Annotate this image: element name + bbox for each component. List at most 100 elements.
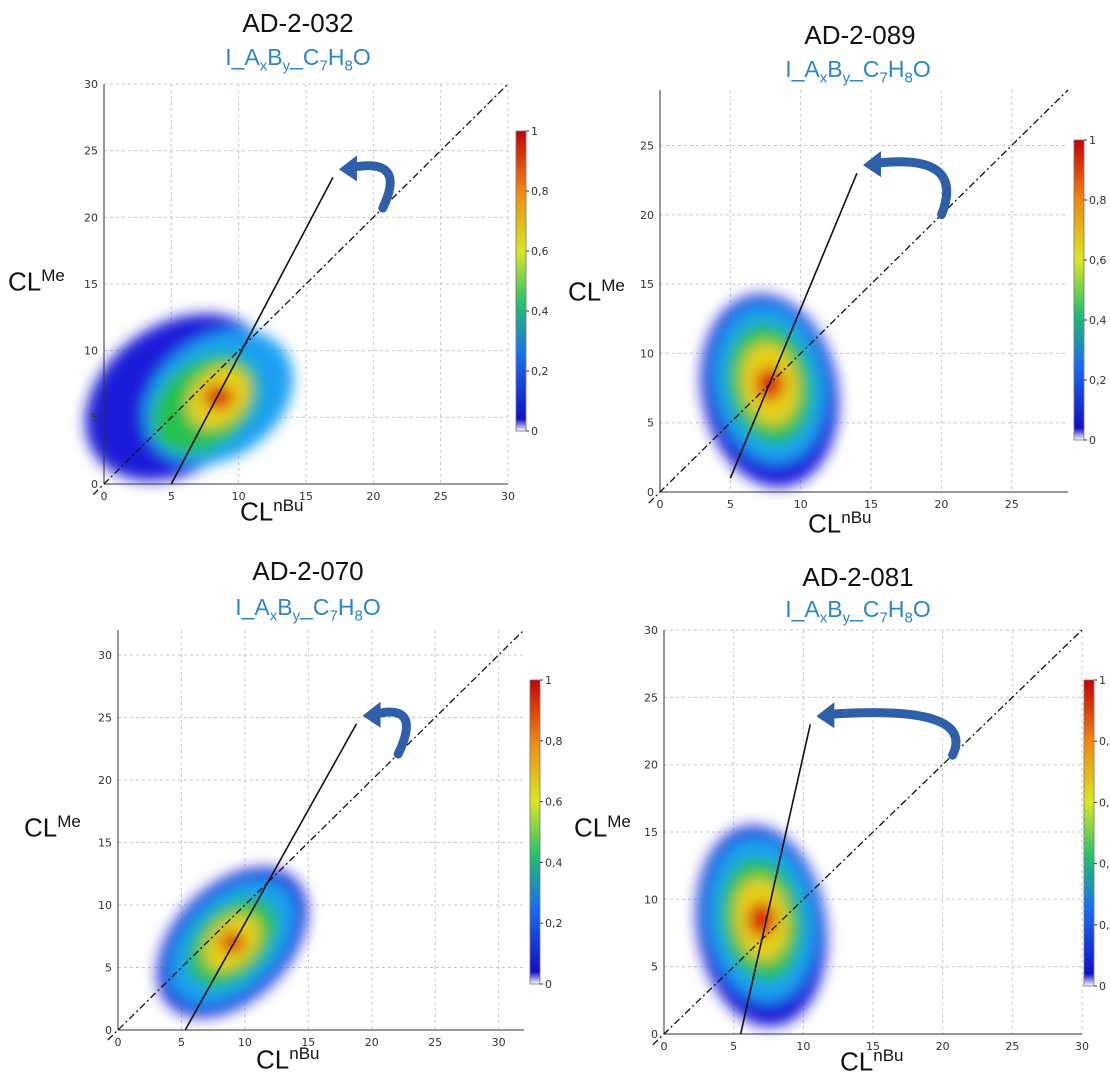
y-axis-label: CLMe: [568, 276, 625, 307]
colorbar-tick-label: 1: [545, 674, 552, 687]
density-level: [741, 342, 799, 426]
density-heatmap: [701, 294, 839, 488]
colorbar-tick-label: 1: [531, 125, 538, 138]
fit-line: [739, 724, 812, 1035]
y-tick-label: 20: [644, 759, 658, 772]
density-heatmap: [696, 825, 827, 1027]
x-tick-label: 5: [727, 498, 734, 511]
rotation-arrow-icon: [816, 702, 961, 760]
arrow-body: [825, 708, 961, 760]
y-tick-label: 30: [84, 78, 98, 91]
density-level: [755, 367, 784, 401]
y-tick-label: 15: [644, 826, 658, 839]
density-level: [706, 836, 817, 1003]
colorbar-tick-label: 0: [545, 978, 552, 991]
rotation-arrow-icon: [338, 155, 395, 213]
arrow-head: [362, 701, 381, 728]
x-tick-label: 20: [936, 1040, 950, 1053]
density-heatmap: [85, 313, 294, 481]
x-tick-label: 25: [434, 490, 448, 503]
density-level: [712, 304, 827, 464]
panel-title: AD-2-089: [804, 20, 916, 50]
x-tick-label: 20: [934, 498, 948, 511]
y-tick-label: 20: [98, 774, 112, 787]
colorbar-tick-label: 0,2: [531, 365, 549, 378]
colorbar-tick-label: 0,6: [1099, 796, 1110, 809]
x-tick-label: 0: [115, 1036, 122, 1049]
density-heatmap: [157, 867, 308, 1018]
x-tick-label: 0: [661, 1040, 668, 1053]
x-tick-label: 10: [794, 498, 808, 511]
arrow-body: [348, 161, 395, 213]
y-tick-label: 5: [105, 962, 112, 975]
panel-subtitle: I_AxBy_C7H8O: [785, 596, 931, 627]
density-level: [219, 932, 245, 953]
colorbar-tick-label: 1: [1089, 134, 1096, 147]
density-level: [151, 353, 259, 455]
y-tick-label: 10: [644, 893, 658, 906]
colorbar: [1083, 679, 1095, 987]
y-tick-label: 0: [91, 478, 98, 491]
density-level: [734, 878, 789, 962]
x-tick-label: 5: [178, 1036, 185, 1049]
colorbar-tick-label: 0,8: [531, 185, 549, 198]
arrow-head: [816, 702, 835, 729]
colorbar-tick-label: 0,2: [1089, 374, 1107, 387]
y-tick-label: 15: [98, 837, 112, 850]
y-tick-label: 10: [98, 899, 112, 912]
y-tick-label: 5: [647, 417, 654, 430]
fit-line: [729, 172, 858, 479]
y-axis-label: CLMe: [8, 266, 65, 297]
x-axis-label: CLnBu: [840, 1046, 904, 1077]
density-level: [720, 857, 803, 982]
y-tick-label: 5: [91, 411, 98, 424]
x-axis-label: CLnBu: [240, 496, 304, 527]
colorbar: [515, 130, 527, 432]
diagonal-line: [92, 83, 509, 496]
y-tick-label: 30: [644, 624, 658, 637]
fit-line: [170, 176, 334, 485]
y-tick-label: 15: [84, 278, 98, 291]
arrow-body: [372, 707, 411, 759]
density-level: [187, 366, 250, 429]
y-tick-label: 25: [84, 145, 98, 158]
colorbar-tick-label: 0: [1089, 434, 1096, 447]
x-tick-label: 5: [730, 1040, 737, 1053]
x-tick-label: 0: [657, 498, 664, 511]
colorbar-tick-label: 0: [1099, 980, 1106, 993]
x-tick-label: 0: [101, 490, 108, 503]
arrow-head: [862, 151, 881, 178]
colorbar-tick-label: 0,8: [1099, 735, 1110, 748]
rotation-arrow-icon: [862, 151, 952, 220]
colorbar-tick-label: 0: [531, 425, 538, 438]
x-tick-label: 20: [366, 490, 380, 503]
x-tick-label: 5: [168, 490, 175, 503]
density-level: [85, 313, 271, 481]
panel-title: AD-2-070: [252, 556, 364, 586]
y-tick-label: 15: [640, 278, 654, 291]
x-tick-label: 10: [796, 1040, 810, 1053]
colorbar-tick-label: 0,2: [545, 917, 563, 930]
density-level: [696, 825, 827, 1027]
y-tick-label: 10: [640, 347, 654, 360]
fit-line: [184, 723, 358, 1031]
density-level: [157, 867, 308, 1018]
colorbar-tick-label: 0,8: [1089, 194, 1107, 207]
density-level: [701, 294, 839, 488]
panel-subtitle: I_AxBy_C7H8O: [235, 594, 381, 625]
x-axis-label: CLnBu: [256, 1044, 320, 1075]
diagonal-line: [652, 629, 1083, 1046]
y-tick-label: 25: [640, 139, 654, 152]
y-tick-label: 30: [98, 649, 112, 662]
colorbar-tick-label: 0,8: [545, 735, 563, 748]
y-tick-label: 0: [651, 1028, 658, 1041]
x-tick-label: 30: [492, 1036, 506, 1049]
density-level: [187, 897, 278, 988]
y-axis-label: CLMe: [574, 812, 631, 843]
y-tick-label: 10: [84, 345, 98, 358]
colorbar-tick-label: 0,4: [1089, 314, 1107, 327]
